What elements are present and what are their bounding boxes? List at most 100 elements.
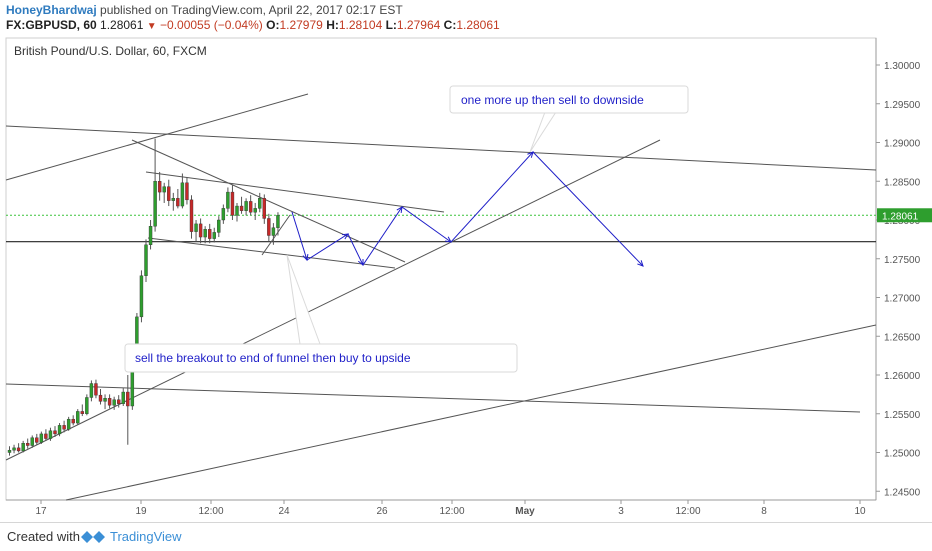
arrowhead-icon <box>341 233 349 240</box>
candle[interactable] <box>21 440 25 453</box>
candle[interactable] <box>116 395 121 408</box>
candle[interactable] <box>98 388 103 405</box>
candle[interactable] <box>162 182 166 203</box>
candle[interactable] <box>207 223 212 244</box>
candle[interactable] <box>85 394 89 416</box>
candle-body <box>148 225 153 245</box>
candle[interactable] <box>26 438 30 449</box>
candle[interactable] <box>258 192 262 213</box>
candle[interactable] <box>89 380 94 402</box>
candle[interactable] <box>103 394 107 410</box>
candle-body <box>7 449 12 453</box>
price-change: −0.00055 (−0.04%) <box>160 18 263 32</box>
candle[interactable] <box>189 195 194 239</box>
candle[interactable] <box>53 426 57 437</box>
candle[interactable] <box>107 394 112 409</box>
candle[interactable] <box>48 427 53 441</box>
candle-body <box>57 425 62 435</box>
tradingview-brand[interactable]: TradingView <box>110 529 182 544</box>
candle-body <box>221 208 226 221</box>
pennant-line[interactable] <box>261 214 291 256</box>
candle[interactable] <box>153 138 157 232</box>
candle[interactable] <box>171 192 176 211</box>
candle[interactable] <box>185 177 189 205</box>
candle[interactable] <box>235 202 239 222</box>
candle-body <box>39 433 44 443</box>
candle-body <box>30 437 34 446</box>
candle[interactable] <box>239 196 244 214</box>
candle[interactable] <box>276 212 280 236</box>
candle[interactable] <box>217 216 221 238</box>
candle[interactable] <box>121 388 125 406</box>
funnel-upper-line[interactable] <box>131 139 406 263</box>
annotation-callout-2[interactable]: sell the breakout to end of funnel then … <box>124 343 518 373</box>
candle[interactable] <box>167 179 171 207</box>
symbol-label: FX:GBPUSD, 60 <box>6 18 97 32</box>
open-label: O: <box>266 18 280 32</box>
projection-path[interactable] <box>291 151 644 267</box>
candle[interactable] <box>194 220 198 242</box>
candle[interactable] <box>148 220 153 250</box>
candle[interactable] <box>157 171 162 201</box>
annotation-callout-1[interactable]: one more up then sell to downside <box>449 85 689 114</box>
x-tick-label: 12:00 <box>198 506 223 517</box>
candle[interactable] <box>71 415 75 426</box>
candle[interactable] <box>80 404 85 417</box>
candle-body <box>162 186 166 193</box>
candle[interactable] <box>16 443 21 453</box>
candle-body <box>203 229 207 238</box>
candle[interactable] <box>112 396 116 410</box>
candle[interactable] <box>30 435 34 448</box>
candle[interactable] <box>76 409 80 425</box>
x-tick-label: 10 <box>854 506 866 517</box>
candle[interactable] <box>180 173 185 209</box>
candle[interactable] <box>57 423 62 437</box>
candle[interactable] <box>267 213 271 242</box>
candle[interactable] <box>198 218 203 244</box>
upper-rising-line[interactable] <box>5 93 309 181</box>
candle[interactable] <box>39 431 44 444</box>
funnel-top-line[interactable] <box>145 171 445 213</box>
candle[interactable] <box>226 187 230 213</box>
candle[interactable] <box>144 239 148 282</box>
price-chart[interactable]: 1.300001.295001.290001.285001.280001.275… <box>0 0 932 522</box>
candle-body <box>62 425 66 430</box>
high-value: 1.28104 <box>338 18 383 32</box>
candle-body <box>21 443 25 452</box>
candle[interactable] <box>66 416 71 431</box>
candle-body <box>116 399 121 404</box>
candle[interactable] <box>176 189 180 209</box>
candle[interactable] <box>221 204 226 224</box>
candle[interactable] <box>244 198 248 216</box>
candle[interactable] <box>212 227 216 243</box>
author-link[interactable]: HoneyBhardwaj <box>6 3 97 17</box>
tradingview-logo-icon[interactable] <box>80 528 106 544</box>
candle[interactable] <box>139 270 144 323</box>
candle-body <box>157 181 162 193</box>
candle[interactable] <box>126 375 130 445</box>
candle[interactable] <box>271 223 276 245</box>
candle[interactable] <box>7 446 12 456</box>
lower-channel-line[interactable] <box>5 383 861 413</box>
down-triangle-icon: ▼ <box>146 21 157 32</box>
candle[interactable] <box>62 420 66 433</box>
low-label: L: <box>385 18 397 32</box>
candle[interactable] <box>12 444 16 454</box>
candle-body <box>44 433 48 439</box>
candle[interactable] <box>203 226 207 244</box>
plot-area[interactable] <box>5 37 877 501</box>
candle[interactable] <box>262 194 266 224</box>
bottom-rising-line[interactable] <box>65 324 877 501</box>
upper-channel-line[interactable] <box>5 125 877 171</box>
candle[interactable] <box>35 433 39 445</box>
candle[interactable] <box>94 379 98 399</box>
candle[interactable] <box>230 185 235 220</box>
candle[interactable] <box>253 202 257 220</box>
candle[interactable] <box>44 429 48 441</box>
candle-body <box>212 232 216 239</box>
y-tick-label: 1.28500 <box>884 177 921 188</box>
candle[interactable] <box>248 195 253 216</box>
funnel-lower-line[interactable] <box>147 237 396 269</box>
x-tick-label: 8 <box>761 506 767 517</box>
footer: Created with TradingView <box>0 522 932 551</box>
